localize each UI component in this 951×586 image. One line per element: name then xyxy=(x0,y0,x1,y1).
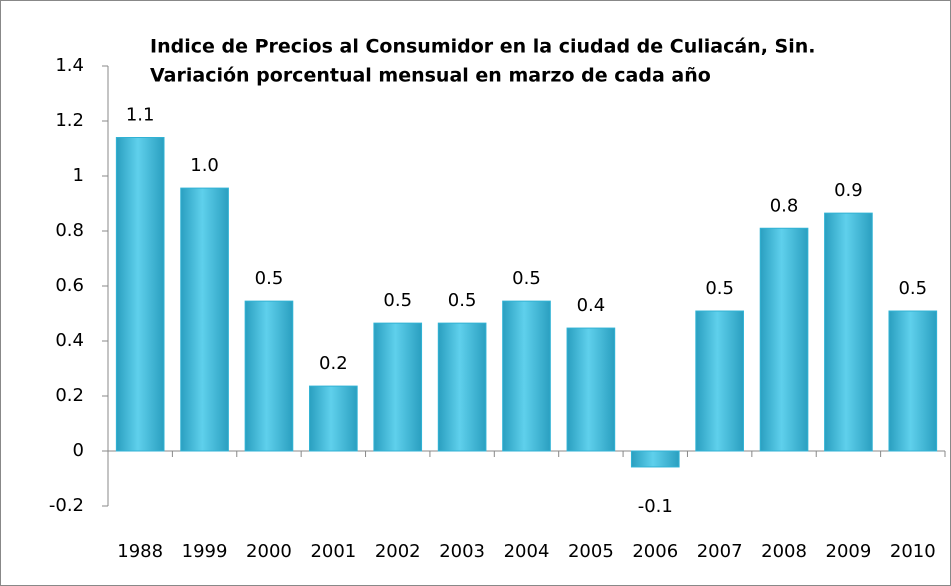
x-tick-label: 1988 xyxy=(117,541,163,562)
x-tick-label: 2002 xyxy=(375,541,421,562)
bar xyxy=(309,385,358,452)
bar xyxy=(502,300,551,452)
bar xyxy=(695,310,744,452)
x-tick-label: 2009 xyxy=(826,541,872,562)
x-tick-label: 1999 xyxy=(182,541,228,562)
y-tick-label: 0.8 xyxy=(55,220,84,241)
y-tick-label: 1.2 xyxy=(55,110,84,131)
y-tick-label: 1 xyxy=(73,165,84,186)
bar xyxy=(373,322,423,452)
data-label: 0.5 xyxy=(898,278,927,299)
y-tick-label: 1.4 xyxy=(55,55,84,76)
data-label: 0.2 xyxy=(319,353,348,374)
chart-title: Indice de Precios al Consumidor en la ci… xyxy=(150,36,815,58)
bar xyxy=(759,227,809,452)
data-label: -0.1 xyxy=(638,496,673,517)
bar xyxy=(115,137,165,452)
bar xyxy=(630,450,680,468)
x-tick-label: 2003 xyxy=(439,541,485,562)
bar xyxy=(888,310,938,452)
y-tick-label: 0.2 xyxy=(55,385,84,406)
chart-subtitle: Variación porcentual mensual en marzo de… xyxy=(150,65,711,87)
x-tick-label: 2008 xyxy=(761,541,807,562)
y-tick-label: -0.2 xyxy=(49,495,84,516)
bar xyxy=(437,322,487,452)
data-label: 0.5 xyxy=(705,278,734,299)
data-label: 1.0 xyxy=(190,155,219,176)
bar xyxy=(244,300,294,452)
data-label: 0.4 xyxy=(577,295,606,316)
y-tick-label: 0.6 xyxy=(55,275,84,296)
data-label: 0.5 xyxy=(383,290,412,311)
data-label: 1.1 xyxy=(126,105,155,126)
y-tick-label: 0.4 xyxy=(55,330,84,351)
x-tick-label: 2006 xyxy=(632,541,678,562)
x-tick-label: 2000 xyxy=(246,541,292,562)
data-label: 0.5 xyxy=(512,268,541,289)
data-label: 0.9 xyxy=(834,180,863,201)
x-tick-label: 2004 xyxy=(504,541,550,562)
data-label: 0.8 xyxy=(770,195,799,216)
bar xyxy=(824,212,873,452)
bar xyxy=(180,187,229,452)
bar xyxy=(566,327,616,452)
x-tick-label: 2010 xyxy=(890,541,936,562)
y-tick-label: 0 xyxy=(73,440,84,461)
x-tick-label: 2007 xyxy=(697,541,743,562)
x-tick-label: 2001 xyxy=(310,541,356,562)
data-label: 0.5 xyxy=(448,290,477,311)
x-tick-label: 2005 xyxy=(568,541,614,562)
data-label: 0.5 xyxy=(255,268,284,289)
